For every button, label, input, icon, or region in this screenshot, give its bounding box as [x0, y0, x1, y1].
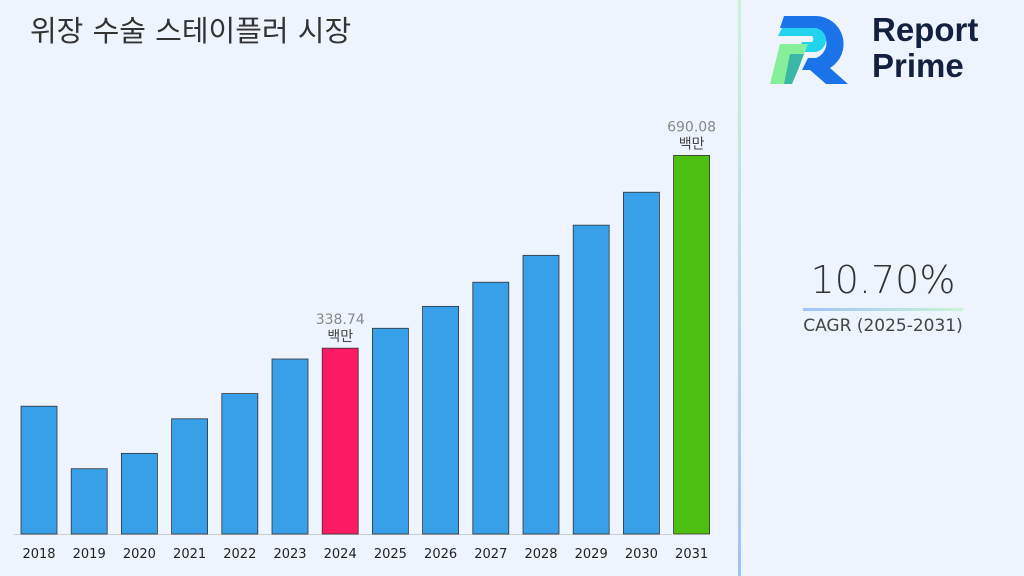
bar-2026 [422, 305, 460, 535]
cagr-underline [803, 308, 963, 311]
bar-2025 [371, 327, 409, 535]
data-label-unit: 백만 [679, 136, 705, 152]
x-tick-label: 2018 [22, 547, 55, 562]
x-tick-label: 2022 [223, 547, 256, 562]
cagr-value: 10.70% [810, 258, 956, 302]
bar-2023 [271, 358, 309, 535]
bar-2020 [121, 452, 158, 535]
x-tick-label: 2028 [524, 547, 557, 562]
divider [738, 0, 741, 576]
x-tick-label: 2031 [675, 547, 708, 562]
x-tick-label: 2027 [474, 547, 507, 562]
logo-line2: Prime [872, 47, 964, 84]
x-tick-label: 2026 [424, 547, 457, 562]
x-tick-label: 2024 [324, 547, 357, 562]
bar-chart: 2018 2019 2020 2021 2022 2023 2024338.74백만2025… [14, 119, 716, 562]
bar-2027 [472, 281, 510, 535]
data-label-value: 338.74 [316, 312, 365, 328]
x-tick-label: 2029 [575, 547, 608, 562]
data-label-unit: 백만 [327, 329, 353, 345]
bar-2021 [171, 418, 209, 535]
x-tick-label: 2030 [625, 547, 658, 562]
x-tick-label: 2021 [173, 547, 206, 562]
bar-2029 [572, 224, 610, 535]
logo-line1: Report [872, 11, 979, 48]
cagr-label: CAGR (2025-2031) [803, 316, 963, 336]
chart-title: 위장 수술 스테이플러 시장 [30, 14, 352, 48]
x-tick-label: 2020 [123, 547, 156, 562]
x-tick-label: 2025 [374, 547, 407, 562]
bar-2022 [221, 393, 259, 535]
bar-2019 [70, 468, 108, 535]
bar-2024 [321, 347, 359, 535]
x-tick-label: 2023 [273, 547, 306, 562]
bar-2031 [673, 155, 710, 535]
x-tick-label: 2019 [73, 547, 106, 562]
bar-2018 [20, 405, 58, 535]
bar-2030 [623, 191, 660, 535]
data-label-value: 690.08 [667, 119, 716, 135]
logo-text: Report Prime [872, 12, 978, 84]
bar-2028 [522, 254, 560, 535]
report-prime-logo-icon [770, 16, 848, 84]
